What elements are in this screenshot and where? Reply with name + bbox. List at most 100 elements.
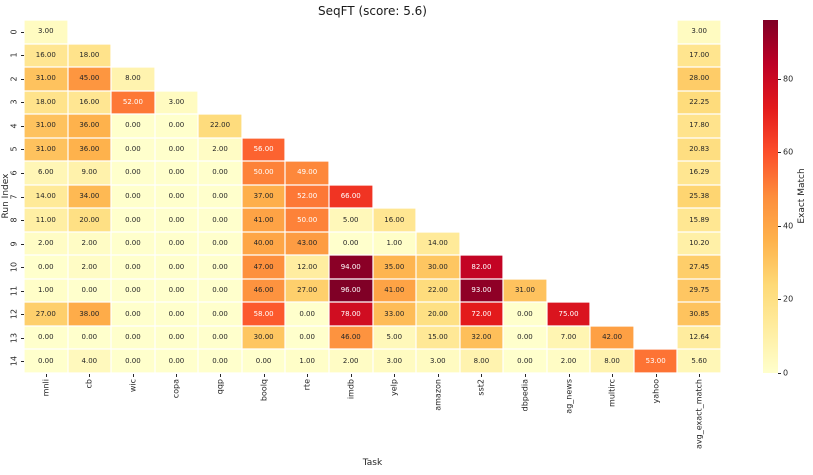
- y-tick-mark: [20, 102, 24, 104]
- colorbar-tick-label: 80: [783, 74, 794, 84]
- x-tick-mark: [655, 373, 657, 377]
- x-tick-label: yelp: [389, 379, 399, 396]
- heatmap-cell: 15.00: [416, 325, 460, 350]
- x-tick-label: cb: [84, 379, 94, 389]
- heatmap-cell: 0.00: [154, 114, 199, 138]
- y-tick-mark: [20, 172, 24, 174]
- heatmap-cell: 30.00: [241, 325, 286, 350]
- heatmap-cell: 20.83: [677, 137, 721, 162]
- y-tick-mark: [20, 314, 24, 316]
- heatmap-cell: 25.38: [677, 184, 721, 209]
- heatmap-grid: 3.00 3.00 16.00 18.00 17.00 31.00 45.00 8.00 28.…: [24, 20, 721, 373]
- y-tick-mark: [20, 220, 24, 222]
- heatmap-cell: 0.00: [503, 325, 547, 350]
- heatmap-cell: 14.00: [416, 231, 460, 256]
- heatmap-cell: 0.00: [198, 208, 242, 232]
- heatmap-cell: 22.25: [677, 90, 721, 115]
- heatmap-cell: 37.00: [241, 184, 286, 209]
- heatmap-cell: 10.20: [677, 231, 721, 256]
- x-tick-label: copa: [171, 379, 181, 399]
- heatmap-cell: 36.00: [67, 114, 112, 138]
- heatmap-cell: 0.00: [111, 137, 155, 162]
- heatmap-cell: 31.00: [24, 67, 68, 91]
- heatmap-cell: 34.00: [67, 184, 112, 209]
- heatmap-cell: 0.00: [198, 255, 242, 279]
- heatmap-cell: 33.00: [372, 302, 417, 326]
- y-tick-label: 12: [9, 309, 19, 320]
- x-tick-label: rte: [302, 379, 312, 391]
- heatmap-cell: 8.00: [459, 349, 504, 373]
- heatmap-cell: 0.00: [111, 349, 155, 373]
- colorbar-tick-mark: [778, 152, 781, 154]
- heatmap-cell: 3.00: [154, 90, 199, 115]
- heatmap-cell: 96.00: [328, 278, 373, 303]
- x-tick-label: yahoo: [651, 379, 661, 404]
- y-tick-label: 0: [9, 29, 19, 35]
- colorbar-tick-label: 0: [783, 368, 789, 378]
- y-tick-mark: [20, 125, 24, 127]
- heatmap-cell: 32.00: [459, 325, 504, 350]
- heatmap-cell: 0.00: [154, 302, 199, 326]
- heatmap-cell: 78.00: [328, 302, 373, 326]
- colorbar-tick-mark: [778, 299, 781, 301]
- heatmap-cell: 0.00: [503, 349, 547, 373]
- heatmap-cell: 0.00: [328, 231, 373, 256]
- x-tick-mark: [437, 373, 439, 377]
- heatmap-cell: 31.00: [24, 137, 68, 162]
- heatmap-cell: 52.00: [111, 90, 155, 115]
- heatmap-cell: 8.00: [590, 349, 634, 373]
- heatmap-cell: 46.00: [328, 325, 373, 350]
- heatmap-cell: 28.00: [677, 67, 721, 91]
- heatmap-cell: 0.00: [154, 161, 199, 185]
- heatmap-cell: 12.64: [677, 325, 721, 350]
- x-tick-label: imdb: [346, 379, 356, 400]
- x-tick-mark: [132, 373, 134, 377]
- heatmap-cell: 20.00: [416, 302, 460, 326]
- x-tick-label: boolq: [259, 379, 269, 402]
- y-tick-label: 1: [9, 52, 19, 58]
- y-tick-label: 10: [9, 262, 19, 273]
- x-tick-label: qqp: [215, 379, 225, 395]
- heatmap-cell: 0.00: [198, 231, 242, 256]
- heatmap-cell: 2.00: [67, 255, 112, 279]
- heatmap-cell: 0.00: [111, 278, 155, 303]
- y-tick-mark: [20, 361, 24, 363]
- heatmap-cell: 7.00: [546, 325, 591, 350]
- x-tick-mark: [481, 373, 483, 377]
- heatmap-cell: 9.00: [67, 161, 112, 185]
- heatmap-cell: 93.00: [459, 278, 504, 303]
- colorbar-gradient: [763, 20, 778, 373]
- x-tick-mark: [89, 373, 91, 377]
- y-tick-label: 13: [9, 332, 19, 343]
- colorbar-label: Exact Match: [797, 168, 807, 224]
- heatmap-cell: 17.80: [677, 114, 721, 138]
- heatmap-cell: 53.00: [633, 349, 678, 373]
- heatmap-cell: 4.00: [67, 349, 112, 373]
- heatmap-cell: 0.00: [154, 349, 199, 373]
- y-tick-mark: [20, 78, 24, 80]
- heatmap-cell: 2.00: [198, 137, 242, 162]
- heatmap-cell: 5.00: [328, 208, 373, 232]
- heatmap-cell: 47.00: [241, 255, 286, 279]
- heatmap-cell: 2.00: [67, 231, 112, 256]
- heatmap-cell: 0.00: [154, 231, 199, 256]
- heatmap-cell: 0.00: [198, 349, 242, 373]
- heatmap-cell: 16.29: [677, 161, 721, 185]
- x-tick-mark: [394, 373, 396, 377]
- heatmap-cell: 12.00: [285, 255, 329, 279]
- x-tick-label: avg_exact_match: [694, 379, 704, 449]
- y-axis-label: Run Index: [1, 173, 11, 219]
- heatmap-cell: 41.00: [372, 278, 417, 303]
- colorbar-tick-label: 40: [783, 221, 794, 231]
- heatmap-cell: 0.00: [67, 278, 112, 303]
- x-tick-mark: [524, 373, 526, 377]
- x-tick-label: multirc: [607, 379, 617, 407]
- heatmap-cell: 94.00: [328, 255, 373, 279]
- heatmap-cell: 0.00: [241, 349, 286, 373]
- heatmap-cell: 18.00: [24, 90, 68, 115]
- y-tick-mark: [20, 55, 24, 57]
- heatmap-cell: 0.00: [24, 255, 68, 279]
- heatmap-cell: 0.00: [198, 302, 242, 326]
- y-tick-label: 11: [9, 285, 19, 296]
- heatmap-cell: 42.00: [590, 325, 634, 350]
